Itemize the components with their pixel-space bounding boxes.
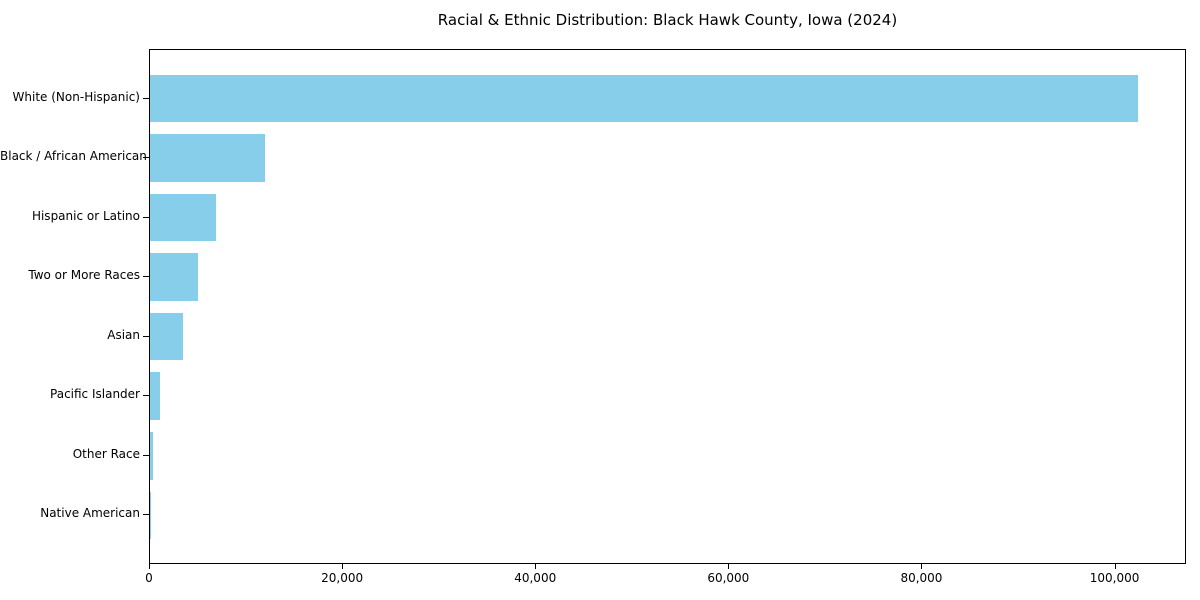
y-tick-mark — [143, 514, 149, 516]
bar-white-non-hispanic — [150, 74, 1138, 123]
x-tick-mark — [1114, 564, 1116, 569]
y-tick-mark — [143, 97, 149, 99]
bar-hispanic-or-latino — [150, 193, 216, 242]
y-tick-label-black-african-american: Black / African American — [0, 149, 147, 164]
bar-asian — [150, 312, 183, 361]
y-tick-label-white-non-hispanic: White (Non-Hispanic) — [12, 89, 140, 104]
x-tick-label: 20,000 — [321, 571, 364, 585]
plot-area — [149, 49, 1186, 564]
x-tick-label: 60,000 — [707, 571, 750, 585]
y-tick-label-hispanic-or-latino: Hispanic or Latino — [31, 208, 140, 223]
x-tick-mark — [342, 564, 344, 569]
x-tick-label: 40,000 — [514, 571, 557, 585]
x-tick-label: 100,000 — [1089, 571, 1140, 585]
y-tick-mark — [143, 216, 149, 218]
x-tick-mark — [921, 564, 923, 569]
y-tick-mark — [143, 157, 149, 159]
bar-other-race — [150, 432, 153, 480]
y-tick-mark — [143, 395, 149, 397]
bar-two-or-more-races — [150, 253, 199, 301]
bar-black-african-american — [150, 134, 265, 182]
x-tick-mark — [149, 564, 150, 569]
y-tick-label-pacific-islander: Pacific Islander — [50, 387, 140, 402]
y-tick-label-other-race: Other Race — [72, 446, 140, 461]
x-tick-mark — [535, 564, 537, 569]
x-tick-label: 0 — [145, 571, 153, 585]
y-tick-mark — [143, 454, 149, 456]
x-tick-label: 80,000 — [900, 571, 943, 585]
y-tick-mark — [143, 276, 149, 278]
y-tick-label-two-or-more-races: Two or More Races — [28, 268, 140, 283]
y-tick-label-native-american: Native American — [40, 506, 140, 521]
chart-title: Racial & Ethnic Distribution: Black Hawk… — [437, 11, 898, 29]
y-tick-mark — [143, 335, 149, 337]
x-tick-mark — [728, 564, 730, 569]
y-tick-label-asian: Asian — [107, 327, 140, 342]
bar-pacific-islander — [150, 372, 160, 421]
